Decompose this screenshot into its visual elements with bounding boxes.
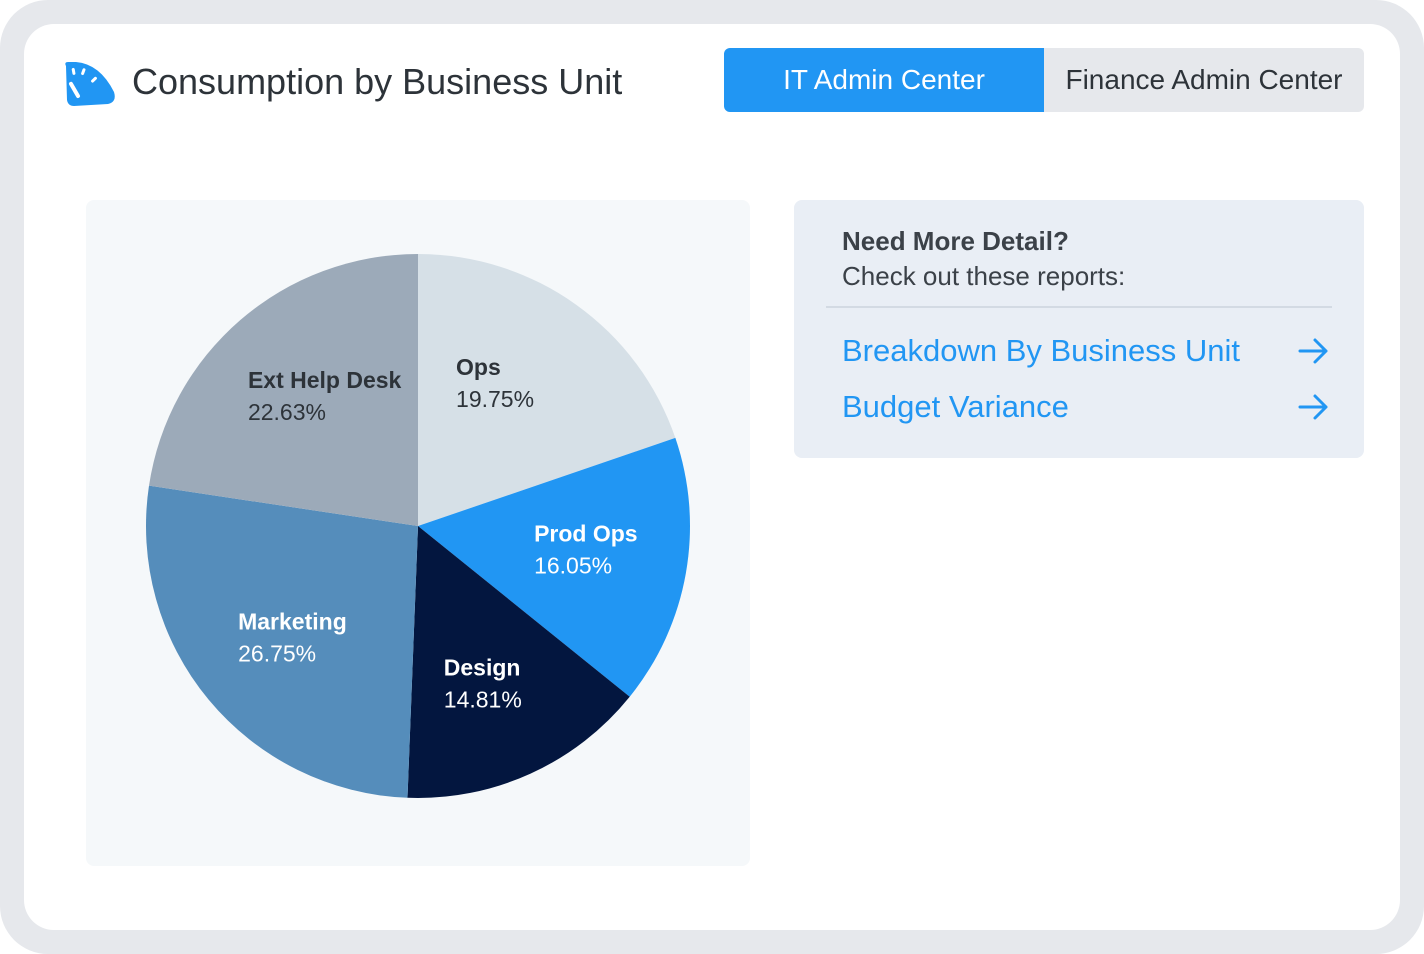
detail-heading: Need More Detail? [842, 226, 1069, 256]
report-link-breakdown-by-business-unit[interactable]: Breakdown By Business Unit [842, 329, 1332, 373]
pie-slice-marketing [145, 485, 418, 798]
slice-label-name: Ops [456, 354, 501, 380]
report-link-label: Budget Variance [842, 389, 1069, 424]
detail-subheading: Check out these reports: [842, 261, 1126, 291]
arrow-right-icon [1298, 394, 1328, 420]
pie-slice-design [407, 526, 630, 798]
pie-chart-panel: Ops 19.75% Prod Ops 16.05% Design 14.81% Marke… [86, 200, 750, 866]
pie-slice-ext-help-desk [149, 254, 418, 526]
slice-label-value: 16.05% [534, 552, 612, 578]
report-link-budget-variance[interactable]: Budget Variance [842, 385, 1332, 429]
report-link-label: Breakdown By Business Unit [842, 333, 1241, 368]
tab-it-admin-center[interactable]: IT Admin Center [724, 48, 1044, 112]
detail-panel: Need More Detail? Check out these report… [794, 200, 1364, 458]
slice-label-value: 19.75% [456, 386, 534, 412]
pie-chart: Ops 19.75% Prod Ops 16.05% Design 14.81% Marke… [145, 254, 690, 798]
divider [826, 306, 1332, 308]
slice-label-name: Ext Help Desk [248, 367, 402, 393]
speedometer-icon [65, 62, 115, 106]
slice-label-name: Prod Ops [534, 520, 638, 546]
tab-finance-admin-center[interactable]: Finance Admin Center [1044, 48, 1364, 112]
slice-label-value: 14.81% [444, 687, 522, 713]
slice-label-name: Marketing [238, 609, 347, 635]
arrow-right-icon [1298, 338, 1328, 364]
pie-slice-ops [418, 254, 676, 526]
pie-slice-prod-ops [418, 437, 690, 697]
slice-label-value: 22.63% [248, 399, 326, 425]
page-title: Consumption by Business Unit [132, 61, 623, 102]
slice-label-value: 26.75% [238, 641, 316, 667]
slice-label-name: Design [444, 655, 521, 681]
admin-center-tabs: IT Admin Center Finance Admin Center [724, 48, 1364, 112]
